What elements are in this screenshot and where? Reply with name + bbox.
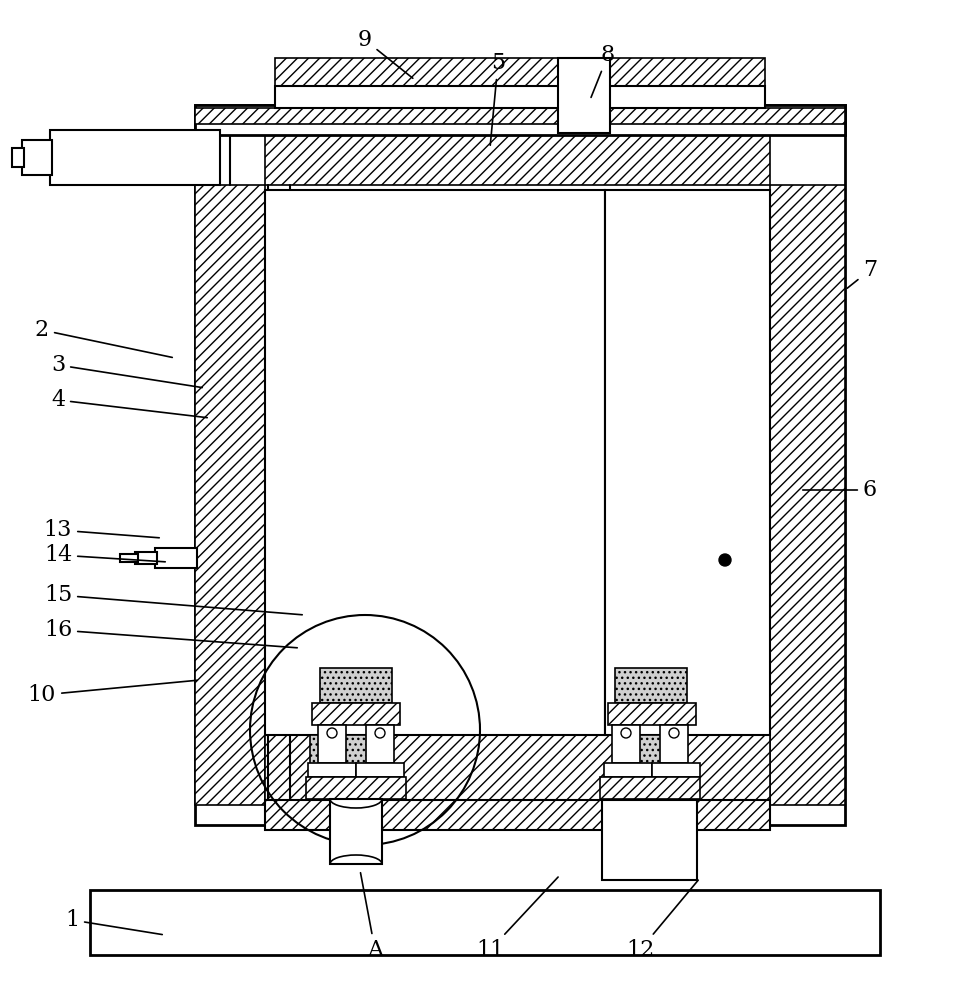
- Bar: [608, 703, 696, 725]
- Bar: [769, 185, 844, 805]
- Bar: [275, 58, 765, 86]
- Bar: [310, 735, 382, 770]
- Bar: [120, 554, 138, 562]
- Bar: [312, 703, 399, 725]
- Bar: [265, 735, 769, 805]
- Bar: [614, 668, 686, 703]
- Bar: [195, 105, 844, 825]
- Text: 9: 9: [358, 29, 413, 78]
- Bar: [557, 58, 610, 133]
- Text: 13: 13: [44, 519, 159, 541]
- Bar: [602, 800, 697, 880]
- Text: 8: 8: [590, 44, 614, 97]
- Bar: [318, 725, 346, 763]
- Text: 14: 14: [44, 544, 165, 566]
- Bar: [329, 799, 382, 864]
- Bar: [12, 148, 24, 167]
- Text: 10: 10: [28, 680, 197, 706]
- Bar: [659, 725, 687, 763]
- Bar: [50, 130, 220, 185]
- Text: 7: 7: [846, 259, 876, 288]
- Circle shape: [718, 554, 731, 566]
- Bar: [22, 140, 52, 175]
- Text: 4: 4: [51, 389, 207, 418]
- Bar: [275, 86, 765, 108]
- Bar: [605, 190, 769, 735]
- Bar: [305, 777, 406, 799]
- Bar: [651, 763, 700, 777]
- Bar: [600, 777, 700, 799]
- Bar: [604, 763, 651, 777]
- Bar: [365, 725, 393, 763]
- Bar: [265, 105, 769, 185]
- Text: A: A: [360, 873, 383, 961]
- Bar: [265, 800, 769, 830]
- Text: 12: 12: [625, 880, 698, 961]
- Bar: [90, 890, 879, 955]
- Text: 2: 2: [35, 319, 172, 357]
- Bar: [320, 668, 391, 703]
- Bar: [155, 548, 197, 568]
- Text: 1: 1: [65, 909, 162, 935]
- Bar: [308, 763, 356, 777]
- Text: 15: 15: [44, 584, 302, 615]
- Bar: [611, 725, 640, 763]
- Text: 11: 11: [476, 877, 557, 961]
- Bar: [356, 763, 403, 777]
- Text: 5: 5: [489, 52, 505, 145]
- Bar: [195, 108, 844, 124]
- Bar: [195, 105, 844, 135]
- Bar: [195, 185, 265, 805]
- Text: 6: 6: [802, 479, 876, 501]
- Bar: [265, 190, 605, 735]
- Text: 16: 16: [44, 619, 297, 648]
- Bar: [614, 735, 686, 770]
- Bar: [135, 552, 157, 564]
- Text: 3: 3: [50, 354, 203, 388]
